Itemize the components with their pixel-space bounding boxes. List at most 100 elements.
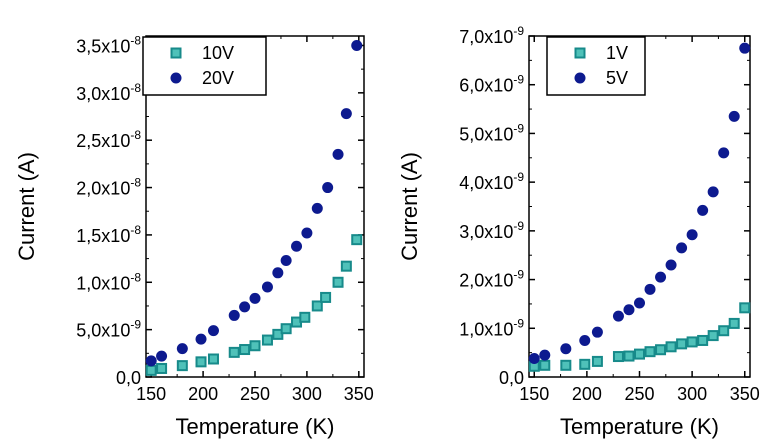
data-point-circle	[207, 325, 219, 337]
x-tick-label: 250	[624, 384, 654, 404]
data-point-square	[539, 359, 551, 371]
data-point-square	[676, 338, 688, 350]
data-point-circle	[686, 229, 698, 241]
data-point-circle	[340, 108, 352, 120]
data-point-circle	[718, 147, 730, 159]
data-point-circle	[634, 297, 645, 309]
legend-label: 5V	[606, 68, 628, 88]
y-tick-label: 4,0x10-9	[459, 170, 524, 193]
data-point-square	[623, 350, 635, 362]
data-point-square	[718, 325, 730, 337]
data-point-circle	[560, 343, 572, 355]
x-tick-label: 150	[519, 384, 549, 404]
legend-marker-square	[574, 47, 586, 59]
data-point-square	[612, 351, 624, 363]
x-axis-title: Temperature (K)	[176, 414, 335, 439]
x-tick-label: 300	[677, 384, 707, 404]
y-tick-label: 1,5x10-8	[76, 223, 141, 246]
data-point-circle	[156, 350, 168, 362]
y-tick-label: 2,5x10-8	[76, 128, 141, 151]
chart-panel-1: 150 200 250 300 350 0,0 5,0x10-9 1,0x10-8 1,5x10…	[14, 33, 374, 439]
data-point-square	[591, 355, 603, 367]
y-tick-label: 7,0x10-9	[459, 24, 524, 47]
y-tick-label: 3,5x10-8	[76, 33, 141, 56]
data-point-circle	[539, 349, 551, 361]
data-point-square	[332, 276, 344, 288]
data-point-circle	[322, 182, 334, 194]
y-tick-label: 1,0x10-9	[459, 316, 524, 339]
chart-panel-2: 150 200 250 300 350 0,0 1,0x10-9 2,0x10-9 3,0x10…	[397, 24, 760, 439]
y-axis-title: Current (A)	[14, 152, 39, 261]
y-tick-label: 3,0x10-9	[459, 219, 524, 242]
data-point-square	[644, 346, 656, 358]
data-point-square	[228, 346, 240, 358]
legend-label: 10V	[202, 43, 234, 63]
data-point-square	[299, 311, 311, 323]
data-point-square	[728, 317, 740, 329]
data-point-square	[320, 291, 332, 303]
series-5V	[528, 42, 751, 364]
data-point-circle	[301, 227, 313, 239]
data-point-square	[249, 340, 261, 352]
data-point-square	[156, 362, 168, 374]
data-point-square	[655, 344, 667, 356]
data-point-circle	[261, 281, 273, 293]
data-point-square	[261, 334, 273, 346]
data-point-circle	[351, 39, 363, 51]
data-point-circle	[145, 355, 157, 367]
data-point-square	[207, 353, 219, 365]
data-point-circle	[291, 240, 303, 252]
legend-box	[142, 36, 267, 96]
data-point-circle	[665, 259, 677, 271]
data-point-circle	[528, 352, 540, 364]
data-point-square	[560, 359, 572, 371]
x-axis-title: Temperature (K)	[560, 414, 719, 439]
data-point-circle	[280, 254, 292, 266]
data-point-square	[579, 358, 591, 370]
data-point-circle	[707, 186, 719, 198]
data-point-square	[239, 344, 251, 356]
data-point-circle	[655, 271, 667, 283]
x-tick-label: 150	[136, 384, 166, 404]
data-point-circle	[228, 309, 240, 321]
y-tick-label: 1,0x10-8	[76, 270, 141, 293]
data-point-square	[351, 234, 363, 246]
data-point-circle	[697, 204, 709, 216]
legend-label: 20V	[202, 68, 234, 88]
data-point-square	[665, 341, 677, 353]
y-tick-label: 2,0x10-8	[76, 176, 141, 199]
data-point-circle	[332, 148, 344, 160]
data-point-square	[176, 360, 188, 372]
y-tick-label: 2,0x10-9	[459, 268, 524, 291]
data-point-circle	[195, 333, 207, 345]
data-point-square	[697, 334, 709, 346]
data-point-circle	[591, 326, 603, 338]
series-10V	[145, 234, 363, 376]
y-tick-label: 0,0	[499, 368, 524, 388]
legend-label: 1V	[606, 43, 628, 63]
legend-marker-circle	[574, 72, 586, 84]
data-point-circle	[249, 292, 261, 304]
data-point-square	[739, 302, 751, 314]
data-point-square	[145, 364, 157, 376]
x-tick-label: 250	[240, 384, 270, 404]
data-point-circle	[579, 334, 591, 346]
legend-box	[546, 36, 646, 96]
data-point-circle	[676, 242, 688, 254]
x-tick-label: 200	[188, 384, 218, 404]
data-point-circle	[623, 304, 635, 316]
data-point-square	[195, 356, 207, 368]
data-point-square	[686, 336, 698, 348]
data-point-square	[272, 328, 284, 340]
x-tick-label: 200	[572, 384, 602, 404]
y-tick-label: 6,0x10-9	[459, 73, 524, 96]
y-tick-label: 3,0x10-8	[76, 81, 141, 104]
x-tick-label: 350	[730, 384, 760, 404]
data-point-square	[707, 330, 719, 342]
data-point-circle	[272, 267, 284, 279]
data-point-circle	[239, 301, 251, 313]
series-1V	[528, 302, 751, 372]
legend-marker-circle	[170, 72, 182, 84]
